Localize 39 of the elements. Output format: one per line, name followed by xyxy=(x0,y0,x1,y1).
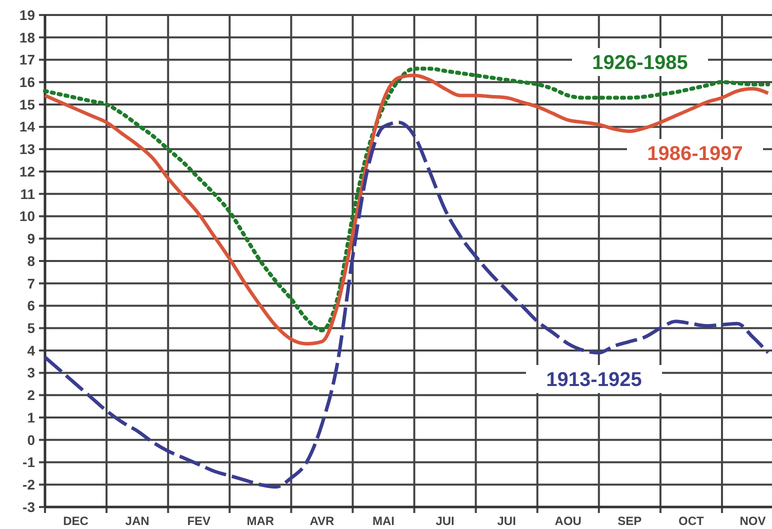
y-tick-label: 11 xyxy=(20,186,36,202)
y-tick-label: -1 xyxy=(22,454,36,470)
y-tick-label: 17 xyxy=(19,52,36,68)
y-tick-label: 8 xyxy=(27,252,36,269)
y-tick-label: 3 xyxy=(27,364,36,381)
y-tick-label: 18 xyxy=(19,29,36,46)
x-tick-label: JUI xyxy=(436,514,454,528)
x-tick-label: JAN xyxy=(125,514,150,528)
x-tick-label: JUI xyxy=(497,514,516,528)
y-tick-label: -2 xyxy=(22,476,36,493)
series-label: 1986-1997 xyxy=(647,143,743,165)
y-tick-label: 4 xyxy=(27,342,36,358)
y-tick-label: 9 xyxy=(27,230,36,247)
series-label: 1926-1985 xyxy=(592,52,688,74)
y-tick-label: 7 xyxy=(27,275,36,292)
y-tick-label: 12 xyxy=(19,163,36,180)
x-tick-label: OCT xyxy=(678,514,705,528)
y-tick-label: 19 xyxy=(19,6,36,23)
y-tick-label: 10 xyxy=(19,208,36,224)
x-tick-label: AOU xyxy=(554,514,582,528)
y-tick-label: 0 xyxy=(27,432,36,448)
y-tick-label: -3 xyxy=(22,498,36,515)
x-tick-label: MAR xyxy=(246,514,274,528)
x-tick-label: NOV xyxy=(740,514,766,528)
x-tick-label: AVR xyxy=(310,514,335,528)
x-tick-label: MAI xyxy=(372,514,394,528)
y-tick-label: 6 xyxy=(27,298,36,314)
x-tick-label: DEC xyxy=(63,514,89,528)
y-tick-label: 5 xyxy=(27,320,36,336)
x-tick-label: SEP xyxy=(618,514,642,528)
y-tick-label: 15 xyxy=(19,96,36,112)
line-series xyxy=(43,120,770,489)
y-tick-label: 14 xyxy=(19,118,36,135)
y-tick-label: 13 xyxy=(19,141,36,158)
series-label: 1913-1925 xyxy=(546,369,642,391)
y-tick-label: 2 xyxy=(27,387,36,404)
y-tick-label: 16 xyxy=(19,74,36,90)
y-tick-label: 1 xyxy=(27,409,36,426)
x-tick-label: FEV xyxy=(187,514,211,528)
